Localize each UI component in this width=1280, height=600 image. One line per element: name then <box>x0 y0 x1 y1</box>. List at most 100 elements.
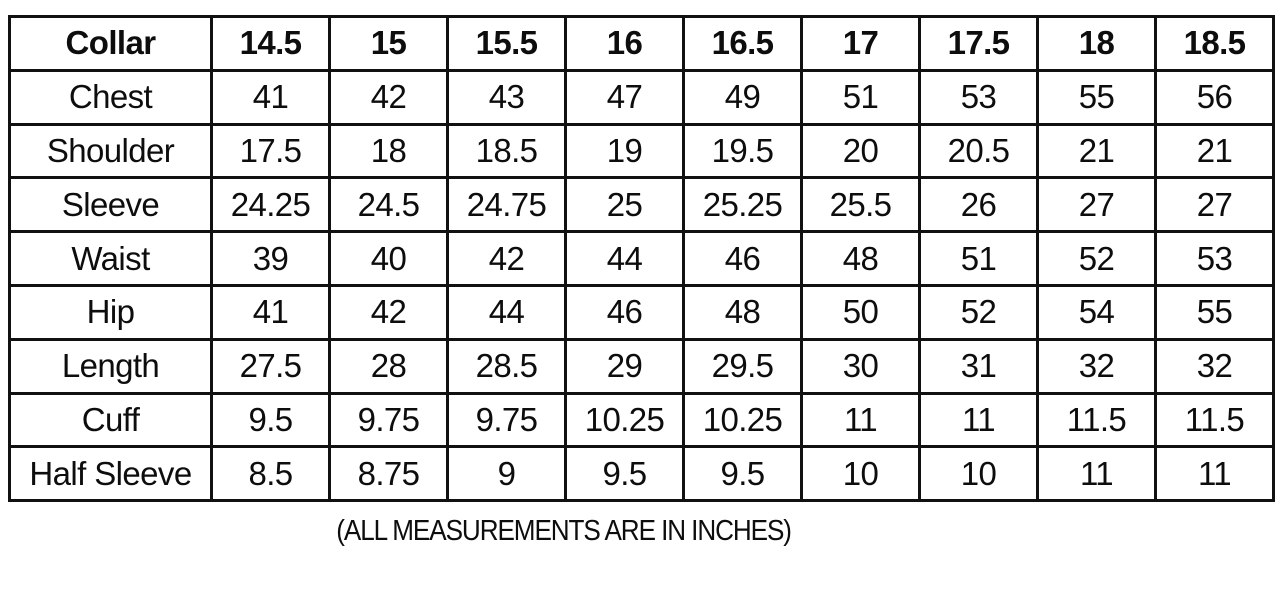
value-cell: 9.75 <box>328 391 449 449</box>
value-cell: 20 <box>800 122 921 180</box>
value-cell: 28.5 <box>446 337 567 395</box>
value-cell: 28 <box>328 337 449 395</box>
value-cell: 25 <box>564 176 685 234</box>
value-cell: 11 <box>918 391 1039 449</box>
value-cell: 9.5 <box>682 445 803 503</box>
value-cell: 11.5 <box>1154 391 1275 449</box>
value-cell: 53 <box>918 68 1039 126</box>
value-cell: 29.5 <box>682 337 803 395</box>
value-cell: 10 <box>918 445 1039 503</box>
row-label-cell: Half Sleeve <box>8 445 213 503</box>
value-cell: 27 <box>1154 176 1275 234</box>
value-cell: 20.5 <box>918 122 1039 180</box>
value-cell: 11 <box>800 391 921 449</box>
value-cell: 52 <box>1036 230 1157 287</box>
value-cell: 11.5 <box>1036 391 1157 449</box>
row-label-cell: Chest <box>8 68 213 126</box>
value-cell: 49 <box>682 68 803 126</box>
value-cell: 24.5 <box>328 176 449 234</box>
header-cell-size: 17.5 <box>918 15 1039 72</box>
header-cell-size: 18 <box>1036 15 1157 72</box>
footnote-container: (ALL MEASUREMENTS ARE IN INCHES) <box>0 515 1128 548</box>
table-row: Half Sleeve 8.5 8.75 9 9.5 9.5 10 10 11 11 <box>8 445 1275 503</box>
value-cell: 50 <box>800 283 921 341</box>
value-cell: 18.5 <box>446 122 567 180</box>
table-row: Waist 39 40 42 44 46 48 51 52 53 <box>8 230 1275 287</box>
table-row: Shoulder 17.5 18 18.5 19 19.5 20 20.5 21 21 <box>8 122 1275 180</box>
header-cell-collar: Collar <box>8 15 213 72</box>
value-cell: 29 <box>564 337 685 395</box>
value-cell: 11 <box>1036 445 1157 503</box>
value-cell: 27 <box>1036 176 1157 234</box>
header-cell-size: 15 <box>328 15 449 72</box>
value-cell: 42 <box>446 230 567 287</box>
value-cell: 44 <box>564 230 685 287</box>
value-cell: 55 <box>1154 283 1275 341</box>
value-cell: 48 <box>800 230 921 287</box>
value-cell: 30 <box>800 337 921 395</box>
value-cell: 24.25 <box>210 176 331 234</box>
table-row: Sleeve 24.25 24.5 24.75 25 25.25 25.5 26 27 27 <box>8 176 1275 234</box>
row-label-cell: Waist <box>8 230 213 287</box>
value-cell: 41 <box>210 283 331 341</box>
value-cell: 19 <box>564 122 685 180</box>
value-cell: 9.75 <box>446 391 567 449</box>
row-label-cell: Sleeve <box>8 176 213 234</box>
row-label-cell: Length <box>8 337 213 395</box>
size-chart-table: Collar 14.5 15 15.5 16 16.5 17 17.5 18 18.5 Chest… <box>8 15 1275 503</box>
value-cell: 9.5 <box>210 391 331 449</box>
value-cell: 11 <box>1154 445 1275 503</box>
value-cell: 32 <box>1154 337 1275 395</box>
value-cell: 27.5 <box>210 337 331 395</box>
value-cell: 17.5 <box>210 122 331 180</box>
value-cell: 42 <box>328 283 449 341</box>
value-cell: 46 <box>564 283 685 341</box>
value-cell: 56 <box>1154 68 1275 126</box>
header-cell-size: 15.5 <box>446 15 567 72</box>
value-cell: 53 <box>1154 230 1275 287</box>
value-cell: 48 <box>682 283 803 341</box>
value-cell: 18 <box>328 122 449 180</box>
value-cell: 44 <box>446 283 567 341</box>
value-cell: 42 <box>328 68 449 126</box>
value-cell: 26 <box>918 176 1039 234</box>
value-cell: 19.5 <box>682 122 803 180</box>
value-cell: 32 <box>1036 337 1157 395</box>
header-cell-size: 16.5 <box>682 15 803 72</box>
header-cell-size: 16 <box>564 15 685 72</box>
header-cell-size: 17 <box>800 15 921 72</box>
value-cell: 21 <box>1036 122 1157 180</box>
value-cell: 21 <box>1154 122 1275 180</box>
value-cell: 39 <box>210 230 331 287</box>
value-cell: 51 <box>918 230 1039 287</box>
header-cell-size: 18.5 <box>1154 15 1275 72</box>
table-row: Length 27.5 28 28.5 29 29.5 30 31 32 32 <box>8 337 1275 395</box>
row-label-cell: Cuff <box>8 391 213 449</box>
value-cell: 10.25 <box>564 391 685 449</box>
table-row: Cuff 9.5 9.75 9.75 10.25 10.25 11 11 11.5 11.5 <box>8 391 1275 449</box>
value-cell: 40 <box>328 230 449 287</box>
value-cell: 10 <box>800 445 921 503</box>
value-cell: 25.5 <box>800 176 921 234</box>
table-row: Hip 41 42 44 46 48 50 52 54 55 <box>8 283 1275 341</box>
value-cell: 8.5 <box>210 445 331 503</box>
value-cell: 47 <box>564 68 685 126</box>
value-cell: 25.25 <box>682 176 803 234</box>
value-cell: 46 <box>682 230 803 287</box>
header-cell-size: 14.5 <box>210 15 331 72</box>
value-cell: 9 <box>446 445 567 503</box>
measurements-unit-note: (ALL MEASUREMENTS ARE IN INCHES) <box>336 515 793 548</box>
value-cell: 9.5 <box>564 445 685 503</box>
value-cell: 41 <box>210 68 331 126</box>
value-cell: 52 <box>918 283 1039 341</box>
value-cell: 8.75 <box>328 445 449 503</box>
row-label-cell: Shoulder <box>8 122 213 180</box>
value-cell: 55 <box>1036 68 1157 126</box>
value-cell: 24.75 <box>446 176 567 234</box>
value-cell: 43 <box>446 68 567 126</box>
value-cell: 51 <box>800 68 921 126</box>
size-chart-header-row: Collar 14.5 15 15.5 16 16.5 17 17.5 18 18.5 <box>8 15 1275 72</box>
value-cell: 31 <box>918 337 1039 395</box>
table-row: Chest 41 42 43 47 49 51 53 55 56 <box>8 68 1275 126</box>
